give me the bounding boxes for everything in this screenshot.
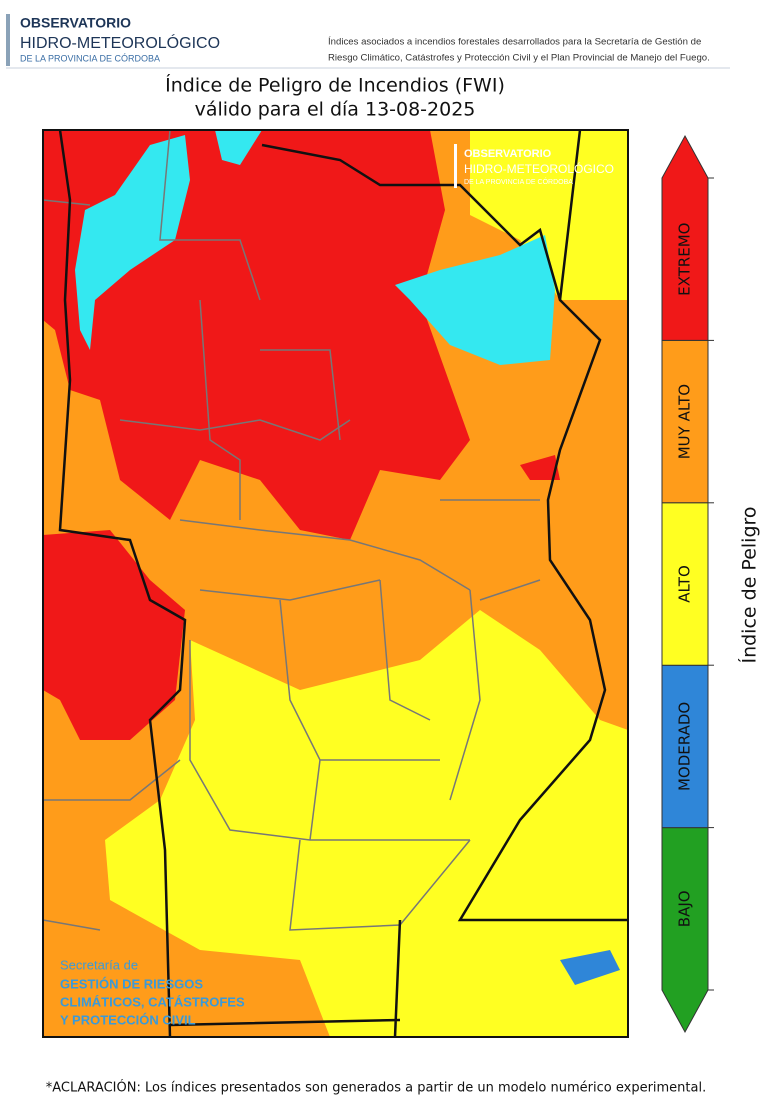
agency-text: Y PROTECCIÓN CIVIL (60, 1012, 196, 1027)
watermark-text: OBSERVATORIO (464, 148, 552, 160)
area-alto (470, 130, 628, 300)
watermark-text: HIDRO-METEOROLÓGICO (464, 161, 614, 176)
department-borders (43, 130, 541, 931)
agency-text: GESTIÓN DE RIESGOS (60, 976, 203, 991)
province-borders (58, 130, 628, 1037)
area-extremo (43, 530, 185, 740)
map-title: Índice de Peligro de Incendios (FWI) (165, 74, 505, 97)
map: OBSERVATORIO HIDRO-METEOROLÓGICO DE LA P… (42, 129, 629, 1038)
watermark-bar (454, 144, 457, 188)
watermark-text: DE LA PROVINCIA DE CÓRDOBA (464, 177, 573, 186)
logo-text: OBSERVATORIO (20, 15, 131, 31)
map-frame (42, 129, 629, 1038)
footnote: *ACLARACIÓN: Los índices presentados son… (46, 1080, 706, 1096)
legend-label: MODERADO (676, 702, 694, 791)
lake (215, 130, 262, 165)
legend-label: EXTREMO (676, 223, 694, 296)
legend-title: Índice de Peligro (738, 506, 761, 663)
logo-text: HIDRO-METEOROLÓGICO (20, 33, 220, 52)
header-description: Índices asociados a incendios forestales… (328, 37, 701, 48)
legend-label: ALTO (676, 565, 694, 603)
legend-label: BAJO (676, 890, 694, 927)
lake (395, 235, 555, 365)
area-extremo (520, 455, 560, 480)
logo-bar (6, 14, 10, 66)
lake (560, 950, 620, 985)
header-description: Riesgo Climático, Catástrofes y Protecci… (328, 53, 710, 64)
agency-text: Secretaría de (60, 957, 138, 972)
map-subtitle: válido para el día 13-08-2025 (195, 99, 476, 121)
legend: BAJO MODERADO ALTO MUY ALTO EXTREMO (661, 134, 714, 1034)
legend-swatch (661, 827, 709, 1034)
agency-text: CLIMÁTICOS, CATÁSTROFES (60, 994, 245, 1009)
lake (75, 135, 190, 350)
legend-swatch (661, 134, 709, 341)
legend-label: MUY ALTO (676, 384, 694, 459)
logo-text: DE LA PROVINCIA DE CÓRDOBA (20, 53, 160, 63)
area-alto (105, 610, 628, 1037)
